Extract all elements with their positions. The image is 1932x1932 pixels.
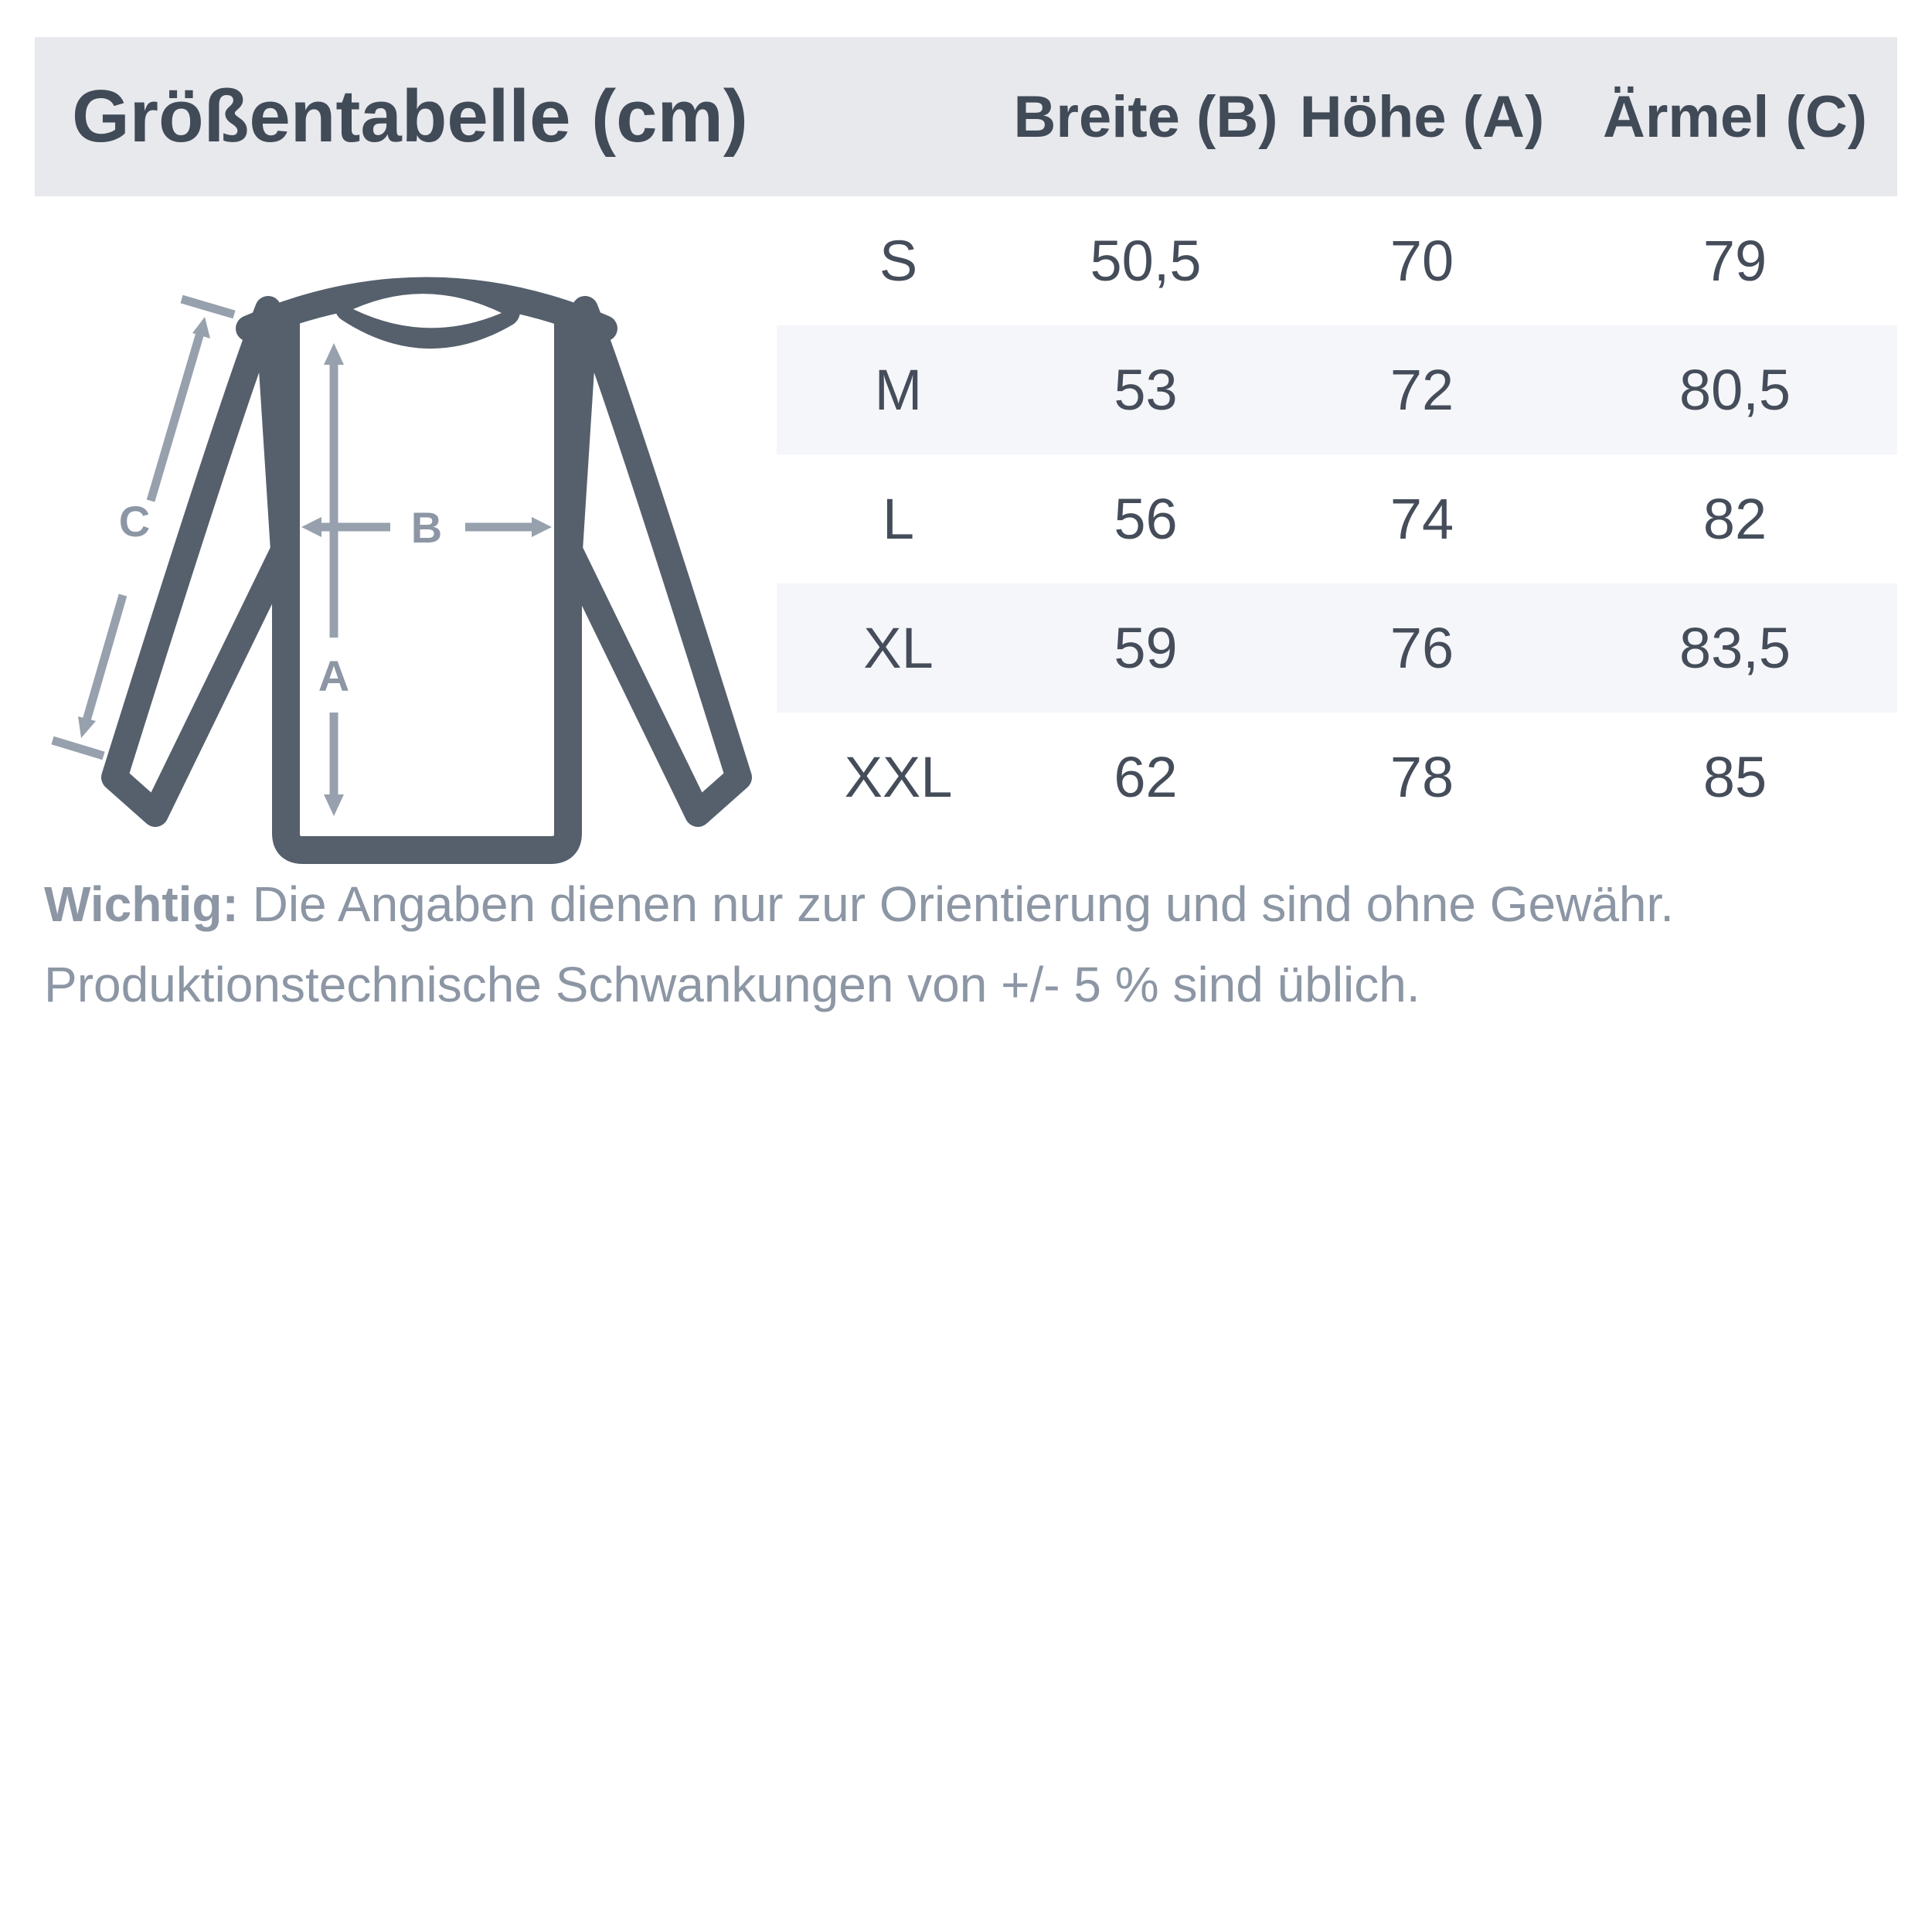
note-text: Wichtig: Die Angaben dienen nur zur Orie…	[44, 864, 1883, 1025]
table-row-l: L 56 74 82	[777, 454, 1897, 583]
collar-band	[335, 291, 520, 349]
measurement-arrow-c	[51, 294, 236, 760]
measurement-label-b: B	[411, 503, 442, 552]
note-line-1-rest: Die Angaben dienen nur zur Orientierung …	[238, 876, 1675, 932]
breite-value: 62	[1114, 745, 1178, 809]
sweater-diagram: B A C	[51, 277, 752, 864]
breite-value: 56	[1114, 487, 1178, 551]
aermel-value: 83,5	[1679, 616, 1791, 680]
hoehe-value: 78	[1389, 745, 1454, 809]
column-headers: Breite (B) Höhe (A) Ärmel (C)	[1013, 37, 1897, 196]
size-label: S	[879, 229, 918, 293]
page-title: Größentabelle (cm)	[72, 75, 748, 158]
breite-value: 59	[1114, 616, 1178, 680]
hoehe-value: 70	[1389, 229, 1454, 293]
table-row-m: M 53 72 80,5	[777, 325, 1897, 454]
aermel-value: 80,5	[1679, 358, 1791, 422]
table-row-s: S 50,5 70 79	[777, 196, 1897, 325]
size-label: M	[874, 358, 923, 422]
size-table: S 50,5 70 79 M 53 72 80,5 L 56 74 82 XL …	[777, 196, 1897, 842]
measurement-label-c: C	[119, 497, 150, 546]
header-bar: Größentabelle (cm) Breite (B) Höhe (A) Ä…	[35, 37, 1897, 196]
left-sleeve	[101, 296, 297, 827]
collar-opening	[353, 294, 502, 328]
note-lead: Wichtig:	[44, 876, 239, 932]
torso-outline	[272, 306, 582, 864]
size-label: L	[882, 487, 915, 551]
note-line-2: Produktionstechnische Schwankungen von +…	[44, 957, 1420, 1012]
breite-value: 50,5	[1090, 229, 1202, 293]
aermel-value: 85	[1702, 745, 1767, 809]
aermel-value: 82	[1702, 487, 1767, 551]
note-line-1: Wichtig: Die Angaben dienen nur zur Orie…	[44, 864, 1883, 944]
shoulder-line	[236, 277, 617, 342]
measurement-arrow-a	[324, 343, 344, 816]
measurement-label-a: A	[318, 651, 349, 700]
column-header-breite: Breite (B)	[1013, 83, 1278, 150]
table-row-xl: XL 59 76 83,5	[777, 583, 1897, 713]
hoehe-value: 74	[1389, 487, 1454, 551]
hoehe-value: 72	[1389, 358, 1454, 422]
column-header-hoehe: Höhe (A)	[1299, 83, 1545, 150]
table-row-xxl: XXL 62 78 85	[777, 713, 1897, 842]
aermel-value: 79	[1702, 229, 1767, 293]
size-label: XXL	[844, 745, 953, 809]
column-header-aermel: Ärmel (C)	[1602, 83, 1868, 150]
size-label: XL	[863, 616, 934, 680]
right-sleeve	[556, 296, 752, 827]
hoehe-value: 76	[1389, 616, 1454, 680]
breite-value: 53	[1114, 358, 1178, 422]
